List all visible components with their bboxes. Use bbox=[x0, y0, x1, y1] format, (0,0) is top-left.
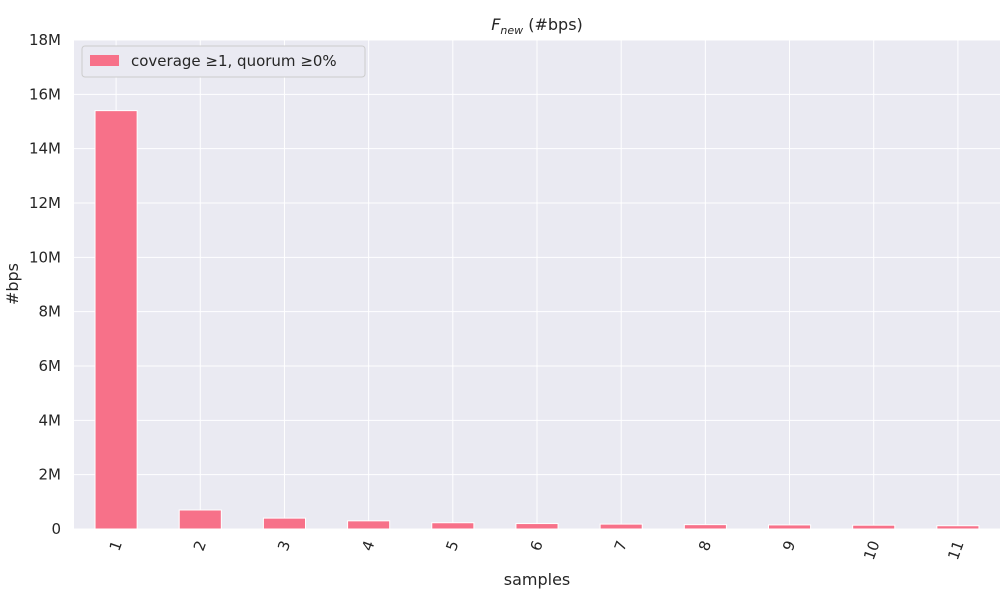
x-tick-label: 3 bbox=[274, 538, 294, 553]
bar bbox=[768, 524, 812, 530]
y-tick-label: 0 bbox=[51, 520, 61, 538]
bar bbox=[431, 522, 475, 530]
bar bbox=[683, 524, 727, 530]
y-tick-label: 18M bbox=[29, 31, 61, 49]
bars bbox=[94, 110, 980, 530]
legend-label: coverage ≥1, quorum ≥0% bbox=[131, 52, 337, 70]
y-tick-labels: 0 2M 4M 6M 8M 10M 12M 14M 16M 18M bbox=[29, 31, 61, 538]
x-tick-label: 10 bbox=[860, 538, 883, 562]
bar bbox=[599, 523, 643, 530]
y-tick-label: 8M bbox=[39, 303, 62, 321]
bar bbox=[515, 523, 559, 530]
bar bbox=[936, 525, 980, 530]
bar bbox=[178, 509, 222, 530]
chart-title-main: F bbox=[491, 15, 501, 34]
bar bbox=[94, 110, 138, 530]
y-tick-label: 6M bbox=[39, 357, 62, 375]
chart-title: Fnew (#bps) bbox=[491, 15, 583, 37]
x-tick-label: 5 bbox=[442, 538, 462, 553]
bar bbox=[262, 517, 306, 530]
x-tick-label: 2 bbox=[190, 538, 210, 553]
x-tick-label: 11 bbox=[944, 538, 967, 562]
x-axis-title: samples bbox=[504, 570, 571, 589]
x-tick-label: 4 bbox=[358, 538, 378, 553]
bar bbox=[347, 520, 391, 530]
legend-swatch bbox=[90, 55, 119, 66]
x-tick-label: 1 bbox=[106, 538, 126, 553]
y-tick-label: 10M bbox=[29, 248, 61, 266]
y-tick-label: 16M bbox=[29, 85, 61, 103]
chart-title-suffix: (#bps) bbox=[523, 15, 583, 34]
x-tick-label: 8 bbox=[695, 538, 715, 553]
legend: coverage ≥1, quorum ≥0% bbox=[81, 45, 366, 78]
y-tick-label: 2M bbox=[39, 466, 62, 484]
y-axis-title: #bps bbox=[3, 263, 22, 305]
y-tick-label: 4M bbox=[39, 411, 62, 429]
x-tick-labels: 1 2 3 4 5 6 7 8 9 10 11 bbox=[106, 538, 968, 562]
chart-title-subscript: new bbox=[500, 24, 523, 37]
legend-box bbox=[81, 45, 366, 78]
x-tick-label: 7 bbox=[611, 538, 631, 553]
bar bbox=[852, 524, 896, 530]
y-tick-label: 12M bbox=[29, 194, 61, 212]
y-tick-label: 14M bbox=[29, 140, 61, 158]
x-tick-label: 6 bbox=[527, 538, 547, 553]
x-tick-label: 9 bbox=[779, 538, 799, 553]
